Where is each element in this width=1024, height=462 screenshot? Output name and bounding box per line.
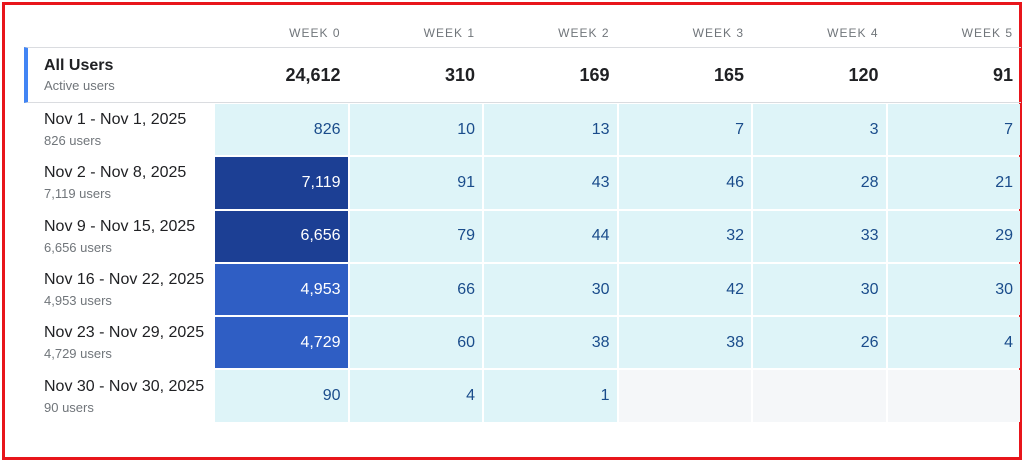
cohort-date-range: Nov 1 - Nov 1, 2025: [44, 111, 187, 129]
cohort-cell-week-2[interactable]: 43: [484, 157, 617, 209]
cohort-cell-week-5[interactable]: 21: [887, 157, 1020, 209]
all-users-label[interactable]: All Users Active users: [24, 47, 214, 103]
cohort-user-count: 4,729 users: [44, 346, 112, 362]
cohort-date-range: Nov 23 - Nov 29, 2025: [44, 324, 205, 342]
cohort-date-range: Nov 2 - Nov 8, 2025: [44, 164, 187, 182]
cohort-cell-week-3[interactable]: 38: [618, 317, 751, 369]
cohort-cell-week-3[interactable]: 7: [618, 104, 751, 156]
all-users-week-2: 169: [483, 47, 618, 103]
cohort-cell-week-2[interactable]: 13: [484, 104, 617, 156]
cohort-cell-week-1[interactable]: 60: [349, 317, 482, 369]
header-week-4: WEEK 4: [827, 26, 879, 40]
cohort-row-label[interactable]: Nov 16 - Nov 22, 2025 4,953 users: [24, 263, 214, 316]
header-week-5: WEEK 5: [961, 26, 1013, 40]
cohort-cell-week-0[interactable]: 4,729: [215, 317, 348, 369]
cohort-row-label[interactable]: Nov 30 - Nov 30, 2025 90 users: [24, 369, 214, 422]
cohort-user-count: 90 users: [44, 399, 94, 415]
cohort-user-count: 4,953 users: [44, 293, 112, 309]
cohort-date-range: Nov 30 - Nov 30, 2025: [44, 377, 205, 395]
cohort-cell-week-3[interactable]: 32: [618, 210, 751, 262]
all-users-subtitle: Active users: [44, 78, 115, 93]
all-users-week-5: 91: [886, 47, 1021, 103]
all-users-week-3: 165: [617, 47, 752, 103]
cohort-cell-week-5[interactable]: 7: [887, 104, 1020, 156]
cohort-row-label[interactable]: Nov 2 - Nov 8, 2025 7,119 users: [24, 156, 214, 209]
cohort-cell-week-5: [887, 370, 1020, 422]
cohort-table: WEEK 0 WEEK 1 WEEK 2 WEEK 3 WEEK 4 WEEK …: [24, 19, 1021, 423]
cohort-cell-week-5[interactable]: 4: [887, 317, 1020, 369]
cohort-cell-week-5[interactable]: 30: [887, 263, 1020, 316]
cohort-cell-week-1[interactable]: 79: [349, 210, 482, 262]
cohort-cell-week-4[interactable]: 33: [753, 210, 886, 262]
all-users-week-4: 120: [752, 47, 887, 103]
header-week-2: WEEK 2: [558, 26, 610, 40]
all-users-title: All Users: [44, 57, 114, 74]
cohort-cell-week-4[interactable]: 26: [753, 317, 886, 369]
cohort-cell-week-5[interactable]: 29: [887, 210, 1020, 262]
cohort-date-range: Nov 16 - Nov 22, 2025: [44, 271, 205, 289]
cohort-user-count: 826 users: [44, 133, 102, 149]
cohort-user-count: 6,656 users: [44, 239, 112, 255]
cohort-cell-week-0[interactable]: 7,119: [215, 157, 348, 209]
cohort-cell-week-4[interactable]: 30: [753, 263, 886, 316]
cohort-row-label[interactable]: Nov 9 - Nov 15, 2025 6,656 users: [24, 210, 214, 263]
cohort-row-label[interactable]: Nov 1 - Nov 1, 2025 826 users: [24, 103, 214, 156]
cohort-cell-week-1[interactable]: 66: [349, 263, 482, 316]
cohort-cell-week-1[interactable]: 91: [349, 157, 482, 209]
all-users-week-1: 310: [348, 47, 483, 103]
cohort-cell-week-0[interactable]: 90: [215, 370, 348, 422]
cohort-cell-week-2[interactable]: 1: [484, 370, 617, 422]
cohort-cell-week-4[interactable]: 28: [753, 157, 886, 209]
cohort-user-count: 7,119 users: [44, 186, 111, 202]
cohort-cell-week-0[interactable]: 826: [215, 104, 348, 156]
cohort-cell-week-1[interactable]: 10: [349, 104, 482, 156]
cohort-cell-week-0[interactable]: 4,953: [215, 263, 348, 316]
all-users-week-0: 24,612: [214, 47, 349, 103]
cohort-cell-week-2[interactable]: 38: [484, 317, 617, 369]
header-corner: [24, 19, 214, 47]
cohort-cell-week-4: [753, 370, 886, 422]
cohort-cell-week-3[interactable]: 42: [618, 263, 751, 316]
cohort-row-label[interactable]: Nov 23 - Nov 29, 2025 4,729 users: [24, 316, 214, 369]
header-week-3: WEEK 3: [692, 26, 744, 40]
cohort-cell-week-1[interactable]: 4: [349, 370, 482, 422]
cohort-cell-week-3: [618, 370, 751, 422]
cohort-cell-week-3[interactable]: 46: [618, 157, 751, 209]
header-week-0: WEEK 0: [289, 26, 341, 40]
cohort-cell-week-2[interactable]: 44: [484, 210, 617, 262]
cohort-date-range: Nov 9 - Nov 15, 2025: [44, 217, 196, 235]
cohort-cell-week-2[interactable]: 30: [484, 263, 617, 316]
header-week-1: WEEK 1: [423, 26, 475, 40]
cohort-cell-week-4[interactable]: 3: [753, 104, 886, 156]
cohort-cell-week-0[interactable]: 6,656: [215, 210, 348, 262]
